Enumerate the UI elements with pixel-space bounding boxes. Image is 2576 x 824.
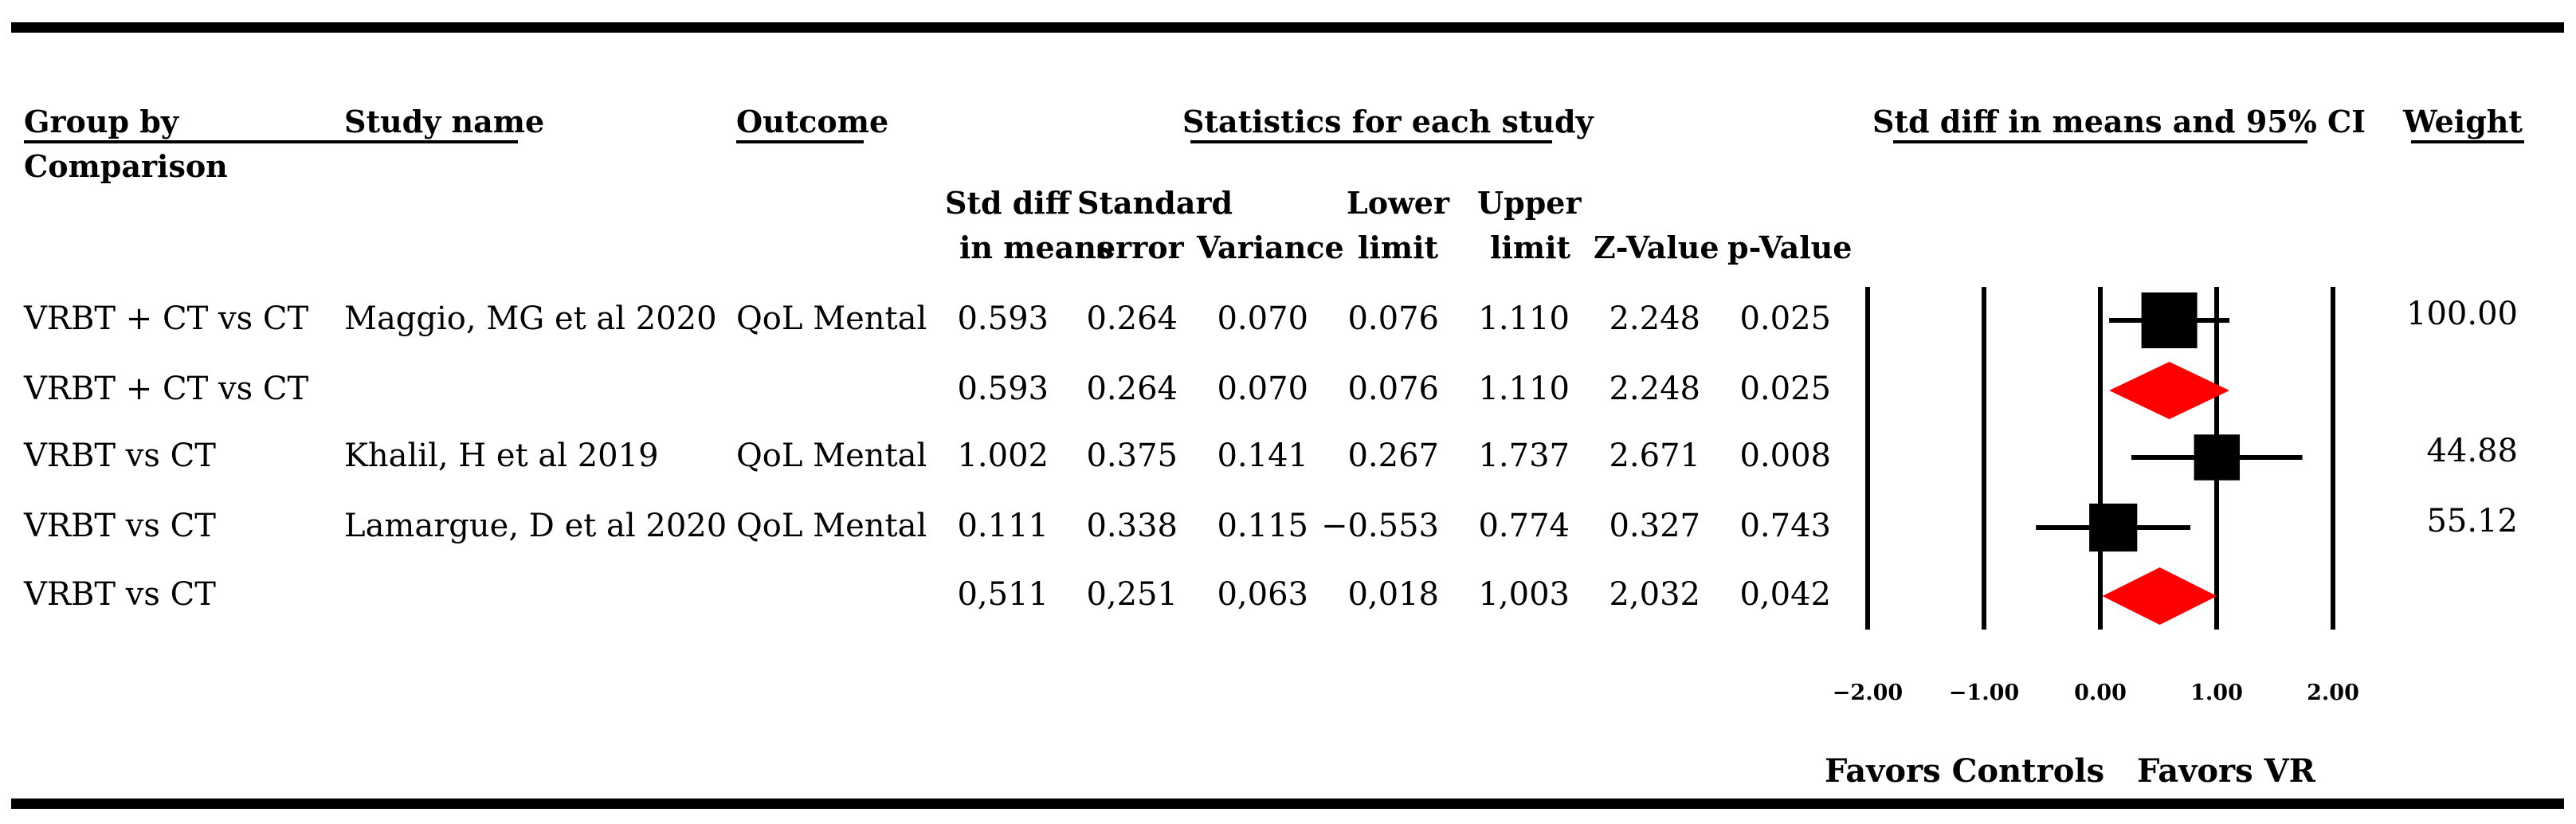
row-weight: 55.12 (2426, 503, 2518, 540)
row-upper: 1.110 (1478, 371, 1570, 407)
row-lower: 0,018 (1347, 576, 1439, 613)
row-se: 0.264 (1086, 300, 1178, 337)
header-ci-title: Std diff in means and 95% CI (1872, 104, 2366, 139)
row-se: 0.338 (1086, 508, 1178, 544)
favors-vr-label: Favors VR (2137, 752, 2315, 790)
row-se: 0.264 (1086, 371, 1178, 407)
row-outcome: QoL Mental (736, 300, 927, 337)
col-upper-line2: limit (1490, 230, 1571, 265)
header-statistics-underline (1190, 140, 1552, 143)
row-lower: −0.553 (1320, 508, 1439, 544)
pooled-effect-diamond (2102, 567, 2217, 625)
row-smd: 1.002 (957, 438, 1049, 474)
row-se: 0,251 (1086, 576, 1178, 613)
row-variance: 0.070 (1217, 371, 1308, 407)
header-group-by: Group by (24, 104, 178, 139)
row-p: 0.025 (1739, 371, 1831, 407)
header-study-name: Study name (344, 104, 545, 139)
row-group: VRBT vs CT (24, 438, 216, 474)
study-effect-square (2141, 292, 2198, 348)
col-upper-line1: Upper (1477, 185, 1582, 221)
row-p: 0.008 (1739, 438, 1831, 474)
col-variance: Variance (1197, 230, 1344, 265)
header-outcome-underline (736, 140, 864, 143)
row-upper: 0.774 (1478, 508, 1570, 544)
axis-tick-label: 0.00 (2074, 681, 2127, 705)
row-z: 2.248 (1609, 300, 1700, 337)
row-upper: 1.737 (1478, 438, 1570, 474)
axis-tick-label: 1.00 (2190, 681, 2243, 705)
header-outcome: Outcome (736, 104, 889, 139)
row-z: 2.671 (1609, 438, 1700, 474)
row-variance: 0.141 (1217, 438, 1308, 474)
row-study: Khalil, H et al 2019 (344, 438, 659, 474)
col-lower-line2: limit (1358, 230, 1439, 265)
header-ci-underline (1893, 140, 2307, 143)
row-upper: 1,003 (1478, 576, 1570, 613)
row-group: VRBT + CT vs CT (24, 371, 309, 407)
row-smd: 0.111 (957, 508, 1049, 544)
row-lower: 0.267 (1347, 438, 1439, 474)
bottom-rule (11, 798, 2564, 809)
row-p: 0.743 (1739, 508, 1831, 544)
top-rule (11, 22, 2564, 33)
row-group: VRBT vs CT (24, 576, 216, 613)
col-se-line2: error (1096, 230, 1184, 265)
row-smd: 0.593 (957, 371, 1049, 407)
row-smd: 0.593 (957, 300, 1049, 337)
col-smd-line1: Std diff (945, 185, 1070, 221)
study-effect-square (2194, 434, 2241, 481)
row-lower: 0.076 (1347, 371, 1439, 407)
row-z: 0.327 (1609, 508, 1700, 544)
header-statistics: Statistics for each study (1182, 104, 1594, 139)
header-weight-underline (2411, 140, 2524, 143)
row-study: Lamargue, D et al 2020 (344, 508, 727, 544)
col-lower-line1: Lower (1347, 185, 1449, 221)
row-upper: 1.110 (1478, 300, 1570, 337)
row-p: 0.025 (1739, 300, 1831, 337)
row-weight: 100.00 (2406, 296, 2518, 332)
row-z: 2.248 (1609, 371, 1700, 407)
axis-tick-label: 2.00 (2307, 681, 2359, 705)
axis-tick-label: −2.00 (1832, 681, 1904, 705)
row-p: 0,042 (1739, 576, 1831, 613)
row-z: 2,032 (1609, 576, 1700, 613)
axis-tick-label: −1.00 (1948, 681, 2020, 705)
row-group: VRBT + CT vs CT (24, 300, 309, 337)
row-study: Maggio, MG et al 2020 (344, 300, 717, 337)
row-variance: 0.115 (1217, 508, 1308, 544)
row-outcome: QoL Mental (736, 438, 927, 474)
row-variance: 0,063 (1217, 576, 1308, 613)
row-group: VRBT vs CT (24, 508, 216, 544)
row-lower: 0.076 (1347, 300, 1439, 337)
col-p-value: p-Value (1727, 230, 1853, 265)
row-se: 0.375 (1086, 438, 1178, 474)
col-z-value: Z-Value (1594, 230, 1719, 265)
pooled-effect-diamond (2109, 362, 2230, 419)
header-comparison: Comparison (24, 148, 228, 184)
header-group-underline (24, 140, 518, 143)
header-weight: Weight (2403, 104, 2523, 139)
row-weight: 44.88 (2426, 433, 2518, 469)
row-outcome: QoL Mental (736, 508, 927, 544)
row-smd: 0,511 (957, 576, 1049, 613)
col-smd-line2: in means (959, 230, 1114, 265)
study-effect-square (2089, 503, 2138, 552)
col-se-line1: Standard (1077, 185, 1233, 221)
row-variance: 0.070 (1217, 300, 1308, 337)
favors-controls-label: Favors Controls (1825, 752, 2105, 790)
